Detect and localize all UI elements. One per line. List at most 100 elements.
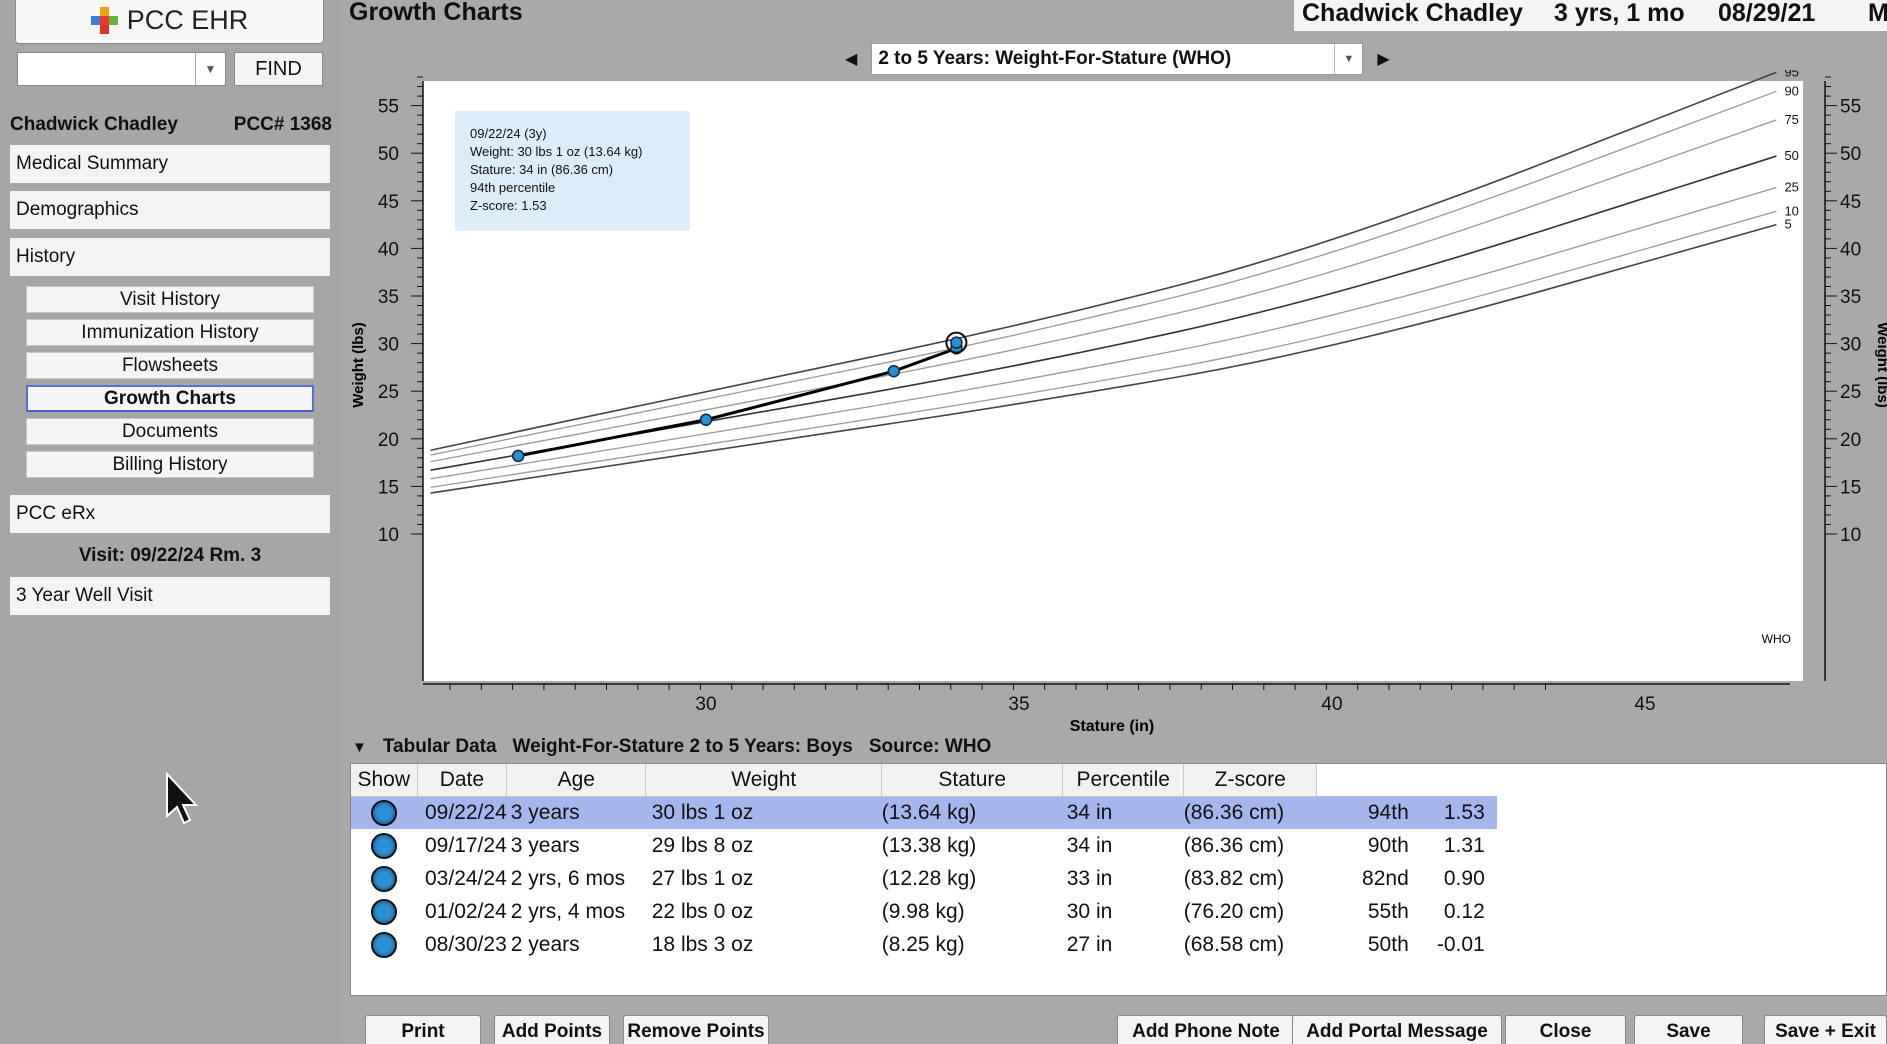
row-age: 3 years xyxy=(510,833,580,857)
col-show[interactable]: Show xyxy=(351,764,418,797)
add-phone-note-button[interactable]: Add Phone Note xyxy=(1117,1015,1295,1044)
add-portal-message-button[interactable]: Add Portal Message xyxy=(1292,1015,1502,1044)
patient-point xyxy=(511,449,525,463)
patient-point xyxy=(950,336,963,349)
table-row[interactable]: 08/30/23 2 years 18 lbs 3 oz (8.25 kg) 27 in… xyxy=(351,928,1497,961)
table-row[interactable]: 09/17/24 3 years 29 lbs 8 oz (13.38 kg) 34 i… xyxy=(351,829,1497,862)
sidebar-subitem-immunization-history[interactable]: Immunization History xyxy=(26,319,314,346)
app-name: PCC EHR xyxy=(126,4,249,35)
show-point-radio-icon[interactable] xyxy=(371,931,397,958)
show-point-radio-icon[interactable] xyxy=(371,799,397,826)
chevron-down-icon[interactable]: ▼ xyxy=(1334,44,1362,74)
row-stature-cm: (86.36 cm) xyxy=(1183,796,1317,829)
sidebar-item-demographics[interactable]: Demographics xyxy=(10,191,330,229)
row-percentile: 90th xyxy=(1367,833,1409,857)
app-logo[interactable]: PCC EHR xyxy=(15,0,324,44)
row-weight-kg: (12.28 kg) xyxy=(881,866,977,890)
percentile-curves: 510 25 50 75 90 95 xyxy=(430,70,1799,494)
sidebar-subitem-billing-history[interactable]: Billing History xyxy=(26,451,314,478)
sidebar: PCC EHR ▼ FIND Chadwick Chadley PCC# 136… xyxy=(0,0,340,1044)
tabular-data-header: ▼ Tabular Data Weight-For-Stature 2 to 5… xyxy=(352,736,991,758)
y-tick-label: 10 xyxy=(378,525,399,546)
row-percentile: 82nd xyxy=(1362,866,1409,890)
col-date[interactable]: Date xyxy=(417,764,508,797)
row-show-toggle[interactable] xyxy=(351,895,417,928)
y-tick-label: 35 xyxy=(1840,287,1861,308)
percentile-label-50: 50 xyxy=(1784,148,1798,163)
col-weight[interactable]: Weight xyxy=(645,764,883,797)
row-show-toggle[interactable] xyxy=(351,829,417,862)
show-point-radio-icon[interactable] xyxy=(371,898,397,925)
sidebar-item-medical-summary[interactable]: Medical Summary xyxy=(10,145,330,183)
col-zscore[interactable]: Z-score xyxy=(1183,764,1318,797)
y-tick-label: 35 xyxy=(378,287,399,308)
add-points-button[interactable]: Add Points xyxy=(494,1015,610,1044)
table-row[interactable]: 03/24/24 2 yrs, 6 mos 27 lbs 1 oz (12.28 kg… xyxy=(351,862,1497,895)
y-tick-label: 20 xyxy=(1840,430,1861,451)
patient-point xyxy=(699,413,713,427)
y-tick-label: 55 xyxy=(1840,97,1861,118)
chevron-down-icon[interactable]: ▼ xyxy=(195,53,225,85)
row-date: 01/02/24 xyxy=(425,899,507,923)
save-exit-button[interactable]: Save + Exit xyxy=(1764,1015,1887,1044)
col-percentile[interactable]: Percentile xyxy=(1062,764,1185,797)
row-stature-in: 30 in xyxy=(1066,899,1113,923)
tooltip-stature: Stature: 34 in (86.36 cm) xyxy=(470,162,614,177)
table-row[interactable]: 01/02/24 2 yrs, 4 mos 22 lbs 0 oz (9.98 kg)… xyxy=(351,895,1497,928)
row-weight-lbs: 27 lbs 1 oz xyxy=(651,866,754,890)
chart-type-select[interactable]: 2 to 5 Years: Weight-For-Stature (WHO) ▼ xyxy=(871,43,1364,75)
row-date: 08/30/23 xyxy=(425,932,507,956)
previous-chart-arrow-icon[interactable]: ◀ xyxy=(845,51,858,68)
main-panel: Growth Charts Chadwick Chadley 3 yrs, 1 … xyxy=(340,0,1887,1044)
percentile-label-10: 10 xyxy=(1784,203,1798,218)
y-tick-label: 55 xyxy=(378,97,399,118)
pcc-logo-icon xyxy=(90,7,118,34)
row-show-toggle[interactable] xyxy=(351,928,417,961)
close-button[interactable]: Close xyxy=(1505,1015,1626,1044)
row-stature-cm: (76.20 cm) xyxy=(1183,899,1285,923)
col-stature[interactable]: Stature xyxy=(881,764,1064,797)
row-stature-in: 33 in xyxy=(1066,866,1113,890)
percentile-label-75: 75 xyxy=(1784,112,1798,127)
row-weight-kg: (13.64 kg) xyxy=(881,796,1063,829)
row-stature-cm: (68.58 cm) xyxy=(1183,932,1285,956)
patient-sex: M xyxy=(1868,0,1887,27)
row-percentile: 94th xyxy=(1316,796,1409,829)
patient-banner: Chadwick Chadley 3 yrs, 1 mo 08/29/21 M xyxy=(1294,0,1887,31)
table-row[interactable]: 09/22/24 3 years 30 lbs 1 oz (13.64 kg) 34 i… xyxy=(351,796,1497,829)
sidebar-subitem-visit-history[interactable]: Visit History xyxy=(26,286,314,313)
tooltip-weight: Weight: 30 lbs 1 oz (13.64 kg) xyxy=(470,144,643,159)
sidebar-item-history[interactable]: History xyxy=(10,238,330,276)
row-weight-lbs: 30 lbs 1 oz xyxy=(645,796,882,829)
row-age: 2 yrs, 4 mos xyxy=(510,899,626,923)
y-tick-label: 45 xyxy=(1840,192,1861,213)
collapse-triangle-icon[interactable]: ▼ xyxy=(352,738,367,756)
print-button[interactable]: Print xyxy=(365,1015,481,1044)
percentile-label-95: 95 xyxy=(1784,70,1798,79)
col-age[interactable]: Age xyxy=(506,764,647,797)
show-point-radio-icon[interactable] xyxy=(371,865,397,892)
row-age: 3 years xyxy=(506,796,646,829)
sidebar-patient-name: Chadwick Chadley xyxy=(10,114,178,135)
sidebar-item-visit[interactable]: 3 Year Well Visit xyxy=(10,577,330,615)
y-tick-label: 30 xyxy=(378,335,399,356)
y-tick-label: 15 xyxy=(1840,477,1861,498)
sidebar-subitem-flowsheets[interactable]: Flowsheets xyxy=(26,352,314,379)
sidebar-subitem-documents[interactable]: Documents xyxy=(26,418,314,445)
patient-search-input[interactable]: ▼ xyxy=(17,52,226,86)
patient-series xyxy=(511,331,968,463)
next-chart-arrow-icon[interactable]: ▶ xyxy=(1377,51,1390,68)
find-button[interactable]: FIND xyxy=(234,52,323,86)
patient-point xyxy=(887,364,901,378)
patient-dob: 08/29/21 xyxy=(1718,0,1816,27)
row-show-toggle[interactable] xyxy=(351,862,417,895)
show-point-radio-icon[interactable] xyxy=(371,832,397,859)
row-show-toggle[interactable] xyxy=(351,796,417,829)
x-tick-label: 30 xyxy=(695,694,716,715)
sidebar-item-erx[interactable]: PCC eRx xyxy=(10,495,330,533)
save-button[interactable]: Save xyxy=(1634,1015,1743,1044)
sidebar-subitem-growth-charts[interactable]: Growth Charts xyxy=(26,385,314,412)
row-stature-in: 34 in xyxy=(1066,833,1113,857)
y-tick-label: 50 xyxy=(1840,144,1861,165)
remove-points-button[interactable]: Remove Points xyxy=(623,1015,769,1044)
